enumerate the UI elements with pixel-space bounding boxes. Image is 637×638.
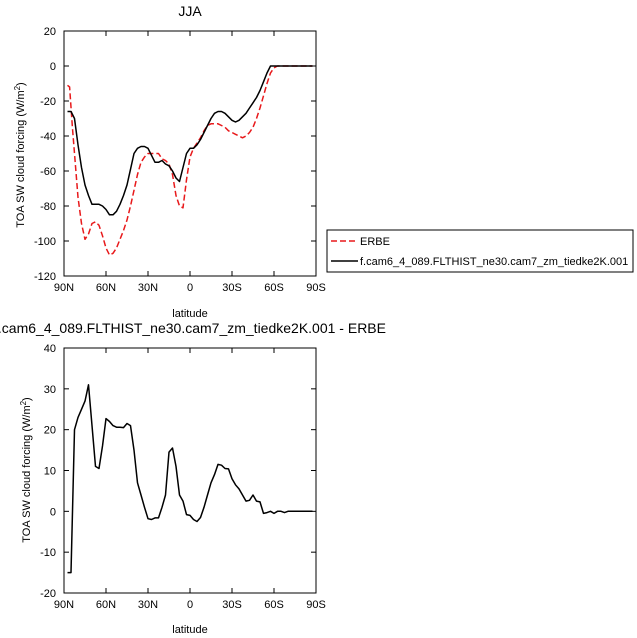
top-plot-frame xyxy=(63,30,317,277)
bottom-y-tick-label: -10 xyxy=(40,547,56,559)
bottom-x-tick-label: 90S xyxy=(306,599,326,611)
top-x-tick-label: 60S xyxy=(264,282,284,294)
top-y-tick-label: 0 xyxy=(50,61,56,73)
bottom-x-tick-label: 60N xyxy=(96,599,116,611)
top-x-tick-label: 30N xyxy=(138,282,158,294)
top-y-tick-label: -40 xyxy=(40,131,56,143)
top-x-tick-label: 90N xyxy=(54,282,74,294)
top-y-tick-label: -120 xyxy=(34,271,56,283)
top-y-tick-label: -100 xyxy=(34,236,56,248)
bottom-y-axis-label-tail: ) xyxy=(21,397,33,401)
bottom-y-tick-label: 40 xyxy=(44,343,56,355)
bottom-y-tick-label: -20 xyxy=(40,588,56,600)
top-x-tick-label: 30S xyxy=(222,282,242,294)
bottom-series-line-0 xyxy=(67,384,313,574)
bottom-x-axis-label: latitude xyxy=(172,624,207,636)
top-panel: JJA TOA SW cloud forcing (W/m2) latitude… xyxy=(13,3,326,320)
bottom-x-tick-label: 60S xyxy=(264,599,284,611)
bottom-x-tick-label: 90N xyxy=(54,599,74,611)
bottom-y-tick-label: 10 xyxy=(44,466,56,478)
bottom-y-tick-label: 0 xyxy=(50,506,56,518)
top-y-tick-label: 20 xyxy=(44,26,56,38)
top-y-tick-label: -60 xyxy=(40,166,56,178)
bottom-y-tick-label: 30 xyxy=(44,384,56,396)
svg-text:TOA SW cloud forcing (W/m2): TOA SW cloud forcing (W/m2) xyxy=(19,397,33,542)
top-series-line-0 xyxy=(67,65,313,256)
top-x-tick-label: 60N xyxy=(96,282,116,294)
legend-erbe-label: ERBE xyxy=(360,236,390,248)
top-x-axis-label: latitude xyxy=(172,308,207,320)
legend-model-label: f.cam6_4_089.FLTHIST_ne30.cam7_zm_tiedke… xyxy=(360,256,628,268)
bottom-y-axis-label-sup: 2 xyxy=(19,400,28,405)
bottom-x-tick-label: 30N xyxy=(138,599,158,611)
bottom-y-axis-label-main: TOA SW cloud forcing (W/m xyxy=(21,405,33,542)
top-y-tick-label: -20 xyxy=(40,96,56,108)
bottom-plot-frame xyxy=(63,347,317,594)
bottom-y-tick-label: 20 xyxy=(44,425,56,437)
bottom-x-tick-label: 30S xyxy=(222,599,242,611)
bottom-chart-title: f.cam6_4_089.FLTHIST_ne30.cam7_zm_tiedke… xyxy=(0,320,386,336)
bottom-y-axis-label: TOA SW cloud forcing (W/m2) xyxy=(19,397,33,542)
top-y-tick-label: -80 xyxy=(40,201,56,213)
bottom-x-tick-label: 0 xyxy=(187,599,193,611)
top-y-axis-label: TOA SW cloud forcing (W/m2) xyxy=(13,82,27,227)
legend-box xyxy=(326,229,634,273)
top-x-tick-label: 90S xyxy=(306,282,326,294)
top-y-axis-label-main: TOA SW cloud forcing (W/m xyxy=(15,90,27,227)
bottom-panel: f.cam6_4_089.FLTHIST_ne30.cam7_zm_tiedke… xyxy=(0,320,386,636)
top-y-axis-label-tail: ) xyxy=(15,82,27,86)
top-chart-title: JJA xyxy=(178,3,202,19)
svg-text:TOA SW cloud forcing (W/m2): TOA SW cloud forcing (W/m2) xyxy=(13,82,27,227)
top-y-axis-label-sup: 2 xyxy=(13,85,22,90)
legend: ERBE f.cam6_4_089.FLTHIST_ne30.cam7_zm_t… xyxy=(326,229,634,273)
top-series-line-1 xyxy=(67,65,313,216)
top-x-tick-label: 0 xyxy=(187,282,193,294)
